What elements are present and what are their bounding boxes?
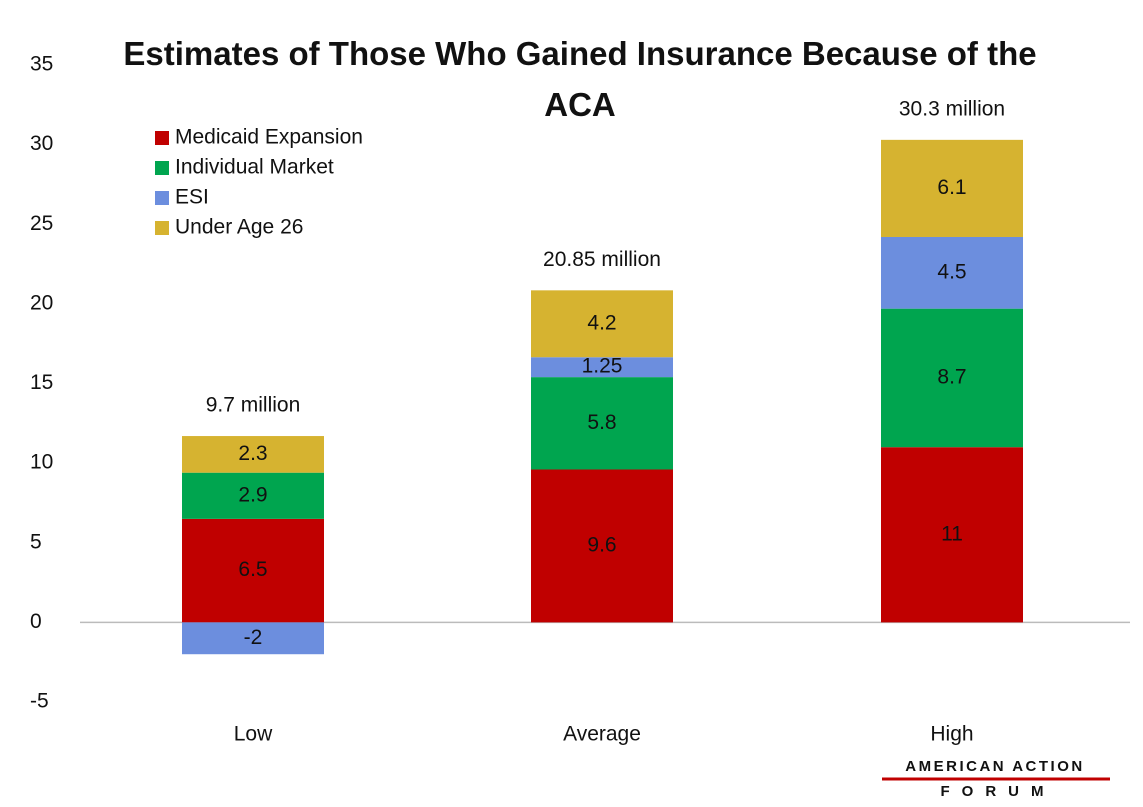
value-label: 1.25 <box>582 355 623 378</box>
bar-segment <box>881 308 1023 448</box>
value-label: 9.6 <box>587 533 616 556</box>
value-label: -2 <box>244 626 263 649</box>
x-tick-label: High <box>930 723 973 746</box>
bar-segment <box>881 236 1023 309</box>
y-tick-label: 30 <box>30 132 53 155</box>
bar-segment <box>531 469 673 623</box>
total-label: 20.85 million <box>543 248 661 271</box>
legend-label: Under Age 26 <box>175 216 303 239</box>
total-label: 30.3 million <box>899 97 1005 120</box>
bar-segment <box>531 377 673 470</box>
legend-label: ESI <box>175 186 209 209</box>
bar-segment <box>182 472 324 519</box>
y-tick-label: 5 <box>30 530 42 553</box>
chart-title: Estimates of Those Who Gained Insurance … <box>123 35 1037 123</box>
y-tick-label: -5 <box>30 690 49 713</box>
total-label: 9.7 million <box>206 394 301 417</box>
value-label: 4.5 <box>937 260 966 283</box>
bar-segment <box>182 436 324 473</box>
y-tick-label: 0 <box>30 610 42 633</box>
y-tick-label: 35 <box>30 53 53 76</box>
legend-swatch <box>155 191 169 205</box>
y-tick-label: 20 <box>30 291 53 314</box>
bar-segment <box>531 290 673 358</box>
x-tick-label: Low <box>234 723 273 746</box>
value-label: 8.7 <box>937 365 966 388</box>
bar-segment <box>182 518 324 623</box>
legend-label: Medicaid Expansion <box>175 126 363 149</box>
value-label: 2.3 <box>238 442 267 465</box>
value-label: 6.5 <box>238 558 267 581</box>
y-tick-label: 10 <box>30 451 53 474</box>
logo-text: FORUM <box>941 783 1056 800</box>
bar-segment <box>531 357 673 378</box>
value-label: 5.8 <box>587 411 616 434</box>
legend-swatch <box>155 161 169 175</box>
y-tick-label: 15 <box>30 371 53 394</box>
value-label: 6.1 <box>937 176 966 199</box>
x-tick-label: Average <box>563 723 641 746</box>
value-label: 2.9 <box>238 483 267 506</box>
bar-segment <box>881 447 1023 623</box>
legend-swatch <box>155 131 169 145</box>
y-tick-label: 25 <box>30 212 53 235</box>
logo-text: AMERICAN ACTION <box>905 758 1084 775</box>
legend-label: Individual Market <box>175 156 334 179</box>
bar-segment <box>881 139 1023 237</box>
legend-swatch <box>155 221 169 235</box>
value-label: 4.2 <box>587 311 616 334</box>
value-label: 11 <box>941 522 963 545</box>
bar-segment <box>182 622 324 655</box>
